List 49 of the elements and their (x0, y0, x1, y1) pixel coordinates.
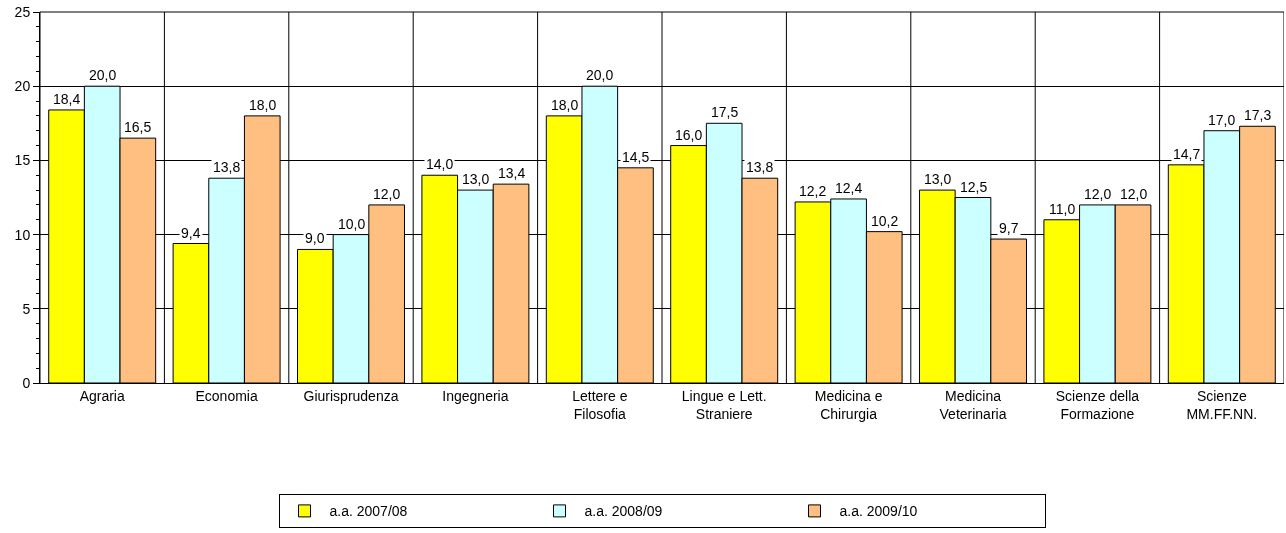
x-tick-label: Agraria (79, 387, 125, 404)
y-tick-label: 0 (22, 374, 31, 391)
x-tick-label: Giurisprudenza (303, 387, 399, 404)
data-label: 13,8 (746, 159, 774, 175)
y-tick-label: 5 (22, 300, 31, 317)
data-label: 13,0 (462, 171, 490, 187)
x-tick-label: Lingue e Lett. Straniere (681, 387, 767, 422)
data-label: 11,0 (1049, 201, 1076, 217)
data-label: 12,0 (373, 186, 401, 202)
x-tick-label: Scienze MM.FF.NN. (1186, 387, 1258, 422)
y-tick-label: 10 (14, 226, 31, 243)
data-label: 9,7 (999, 220, 1019, 236)
legend-label: a.a. 2009/10 (839, 503, 918, 520)
x-tick-label: Ingegneria (442, 387, 509, 404)
data-label: 14,0 (426, 156, 454, 172)
data-label: 13,4 (498, 165, 526, 181)
legend-label: a.a. 2007/08 (329, 503, 408, 520)
data-label: 17,0 (1208, 112, 1236, 128)
data-label: 18,4 (53, 91, 81, 107)
data-label: 14,7 (1173, 146, 1201, 162)
data-label: 10,2 (871, 213, 899, 229)
data-label: 18,0 (249, 97, 277, 113)
x-tick-label: Scienze della Formazione (1055, 387, 1140, 422)
data-label: 12,0 (1084, 186, 1112, 202)
data-label: 16,0 (675, 127, 703, 143)
y-tick-label: 15 (14, 152, 31, 169)
data-label: 17,3 (1244, 107, 1272, 123)
data-label: 20,0 (586, 67, 614, 83)
data-label: 10,0 (338, 216, 366, 232)
legend-label: a.a. 2008/09 (584, 503, 663, 520)
data-label: 9,0 (305, 230, 325, 246)
data-label: 12,0 (1120, 186, 1148, 202)
data-label: 12,4 (835, 180, 863, 196)
data-label: 14,5 (622, 149, 650, 165)
x-tick-label: Economia (195, 387, 258, 404)
data-label: 18,0 (551, 97, 579, 113)
x-tick-label: Medicina e Chirurgia (814, 387, 883, 422)
y-tick-label: 25 (14, 3, 31, 20)
data-label: 13,8 (213, 159, 241, 175)
data-label: 12,2 (799, 183, 827, 199)
x-tick-label: Lettere e Filosofia (572, 387, 628, 422)
data-label: 9,4 (181, 225, 201, 241)
data-label: 16,5 (124, 119, 152, 135)
x-tick-label: Medicina Veterinaria (939, 387, 1007, 422)
data-label: 17,5 (711, 104, 739, 120)
data-label: 20,0 (89, 67, 117, 83)
data-label: 12,5 (960, 179, 988, 195)
data-label: 13,0 (924, 171, 952, 187)
y-tick-label: 20 (14, 78, 31, 95)
